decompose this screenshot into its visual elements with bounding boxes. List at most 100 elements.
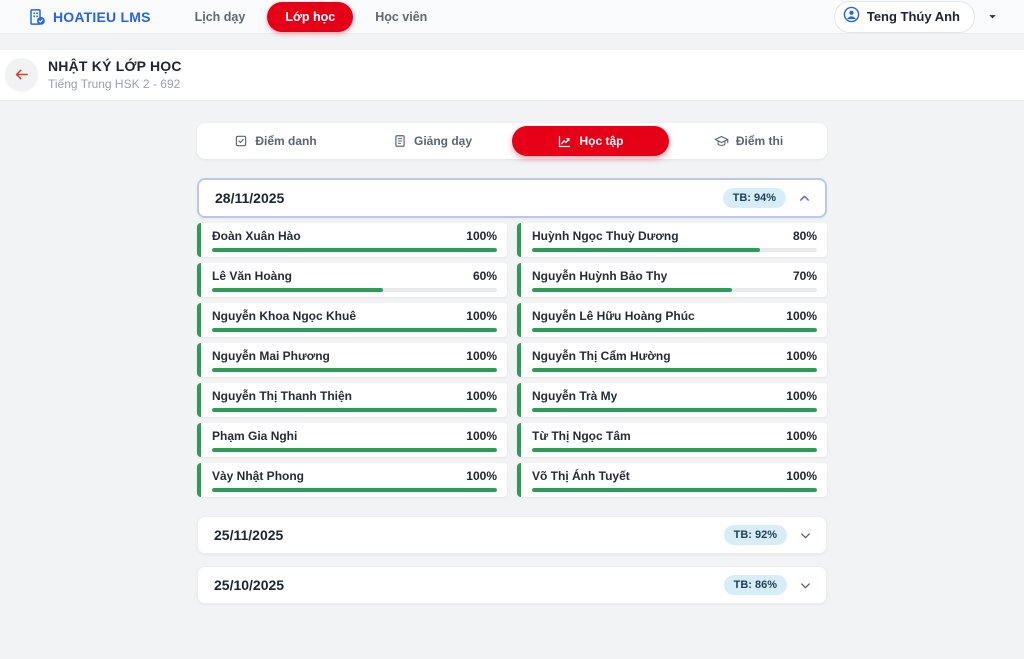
student-progress-card[interactable]: Nguyễn Thị Cẩm Hường 100% [517, 343, 827, 377]
student-name: Nguyễn Mai Phương [212, 349, 330, 363]
chevron-up-icon [797, 191, 812, 206]
student-name: Nguyễn Khoa Ngọc Khuê [212, 309, 357, 323]
tab-4[interactable]: Điểm thi [670, 123, 827, 159]
student-name: Từ Thị Ngọc Tâm [532, 429, 631, 443]
student-name: Nguyễn Lê Hữu Hoàng Phúc [532, 309, 695, 323]
building-icon [28, 8, 46, 26]
progress-bar [532, 448, 817, 452]
student-name: Huỳnh Ngọc Thuỳ Dương [532, 229, 679, 243]
progress-bar-fill [532, 328, 817, 332]
student-name: Vày Nhật Phong [212, 469, 305, 483]
student-percent: 100% [466, 389, 497, 403]
progress-bar [212, 368, 497, 372]
nav-item-2[interactable]: Lớp học [267, 1, 354, 32]
student-percent: 100% [786, 309, 817, 323]
progress-bar [532, 488, 817, 492]
graduation-cap-icon [714, 134, 729, 149]
tab-3[interactable]: Học tập [512, 126, 669, 156]
session-section: 25/11/2025 TB: 92% [197, 516, 827, 554]
student-percent: 100% [466, 469, 497, 483]
session-accordion-header[interactable]: 25/11/2025 TB: 92% [197, 516, 827, 554]
student-percent: 100% [786, 429, 817, 443]
student-progress-card[interactable]: Nguyễn Khoa Ngọc Khuê 100% [197, 303, 507, 337]
progress-bar [532, 368, 817, 372]
student-percent: 100% [786, 469, 817, 483]
back-button[interactable] [5, 58, 38, 91]
student-progress-card[interactable]: Nguyễn Thị Thanh Thiện 100% [197, 383, 507, 417]
student-percent: 100% [466, 229, 497, 243]
student-progress-card[interactable]: Từ Thị Ngọc Tâm 100% [517, 423, 827, 457]
user-dropdown-caret[interactable] [981, 7, 1004, 26]
top-navbar: HOATIEU LMS Lịch dạy Lớp học Học viên Teng… [0, 0, 1024, 34]
student-percent: 100% [786, 389, 817, 403]
session-date: 25/11/2025 [214, 527, 284, 543]
tab-label: Giảng dạy [413, 134, 472, 148]
progress-bar-fill [532, 448, 817, 452]
chevron-down-icon [798, 578, 813, 593]
student-progress-card[interactable]: Nguyễn Trà My 100% [517, 383, 827, 417]
progress-bar-fill [532, 368, 817, 372]
brand-logo[interactable]: HOATIEU LMS [28, 8, 151, 26]
progress-bar-fill [212, 368, 497, 372]
progress-bar [212, 488, 497, 492]
main-nav: Lịch dạy Lớp học Học viên [183, 1, 440, 32]
progress-bar [532, 408, 817, 412]
student-progress-card[interactable]: Nguyễn Mai Phương 100% [197, 343, 507, 377]
student-percent: 100% [466, 429, 497, 443]
nav-item-1[interactable]: Lịch dạy [183, 4, 258, 30]
checkbox-icon [234, 134, 248, 148]
student-progress-card[interactable]: Lê Văn Hoàng 60% [197, 263, 507, 297]
tab-1[interactable]: Điểm danh [197, 123, 354, 159]
session-section: 28/11/2025 TB: 94% Đoàn Xuân Hào 100% Hu… [197, 178, 827, 497]
student-progress-card[interactable]: Vày Nhật Phong 100% [197, 463, 507, 497]
chart-line-icon [557, 134, 572, 149]
student-name: Nguyễn Thị Thanh Thiện [212, 389, 352, 403]
student-name: Đoàn Xuân Hào [212, 229, 301, 243]
progress-bar-fill [212, 448, 497, 452]
brand-name: HOATIEU LMS [53, 8, 151, 25]
progress-bar-fill [532, 248, 760, 252]
student-percent: 100% [466, 349, 497, 363]
student-progress-card[interactable]: Đoàn Xuân Hào 100% [197, 223, 507, 257]
journal-icon [393, 134, 407, 148]
progress-bar-fill [532, 488, 817, 492]
progress-bar-fill [532, 288, 732, 292]
student-name: Phạm Gia Nghi [212, 429, 298, 443]
tab-bar: Điểm danh Giảng dạy Học tập Điểm thi [197, 123, 827, 159]
progress-bar [212, 288, 497, 292]
student-percent: 100% [786, 349, 817, 363]
session-date: 28/11/2025 [215, 190, 285, 206]
progress-bar [212, 448, 497, 452]
user-name: Teng Thúy Anh [866, 9, 960, 24]
average-score-badge: TB: 92% [723, 525, 787, 545]
session-accordion-header[interactable]: 25/10/2025 TB: 86% [197, 566, 827, 604]
student-name: Nguyễn Thị Cẩm Hường [532, 349, 671, 363]
user-menu-chip[interactable]: Teng Thúy Anh [833, 0, 975, 33]
student-name: Nguyễn Huỳnh Bảo Thy [532, 269, 668, 283]
tab-label: Học tập [579, 134, 624, 148]
session-accordion-header[interactable]: 28/11/2025 TB: 94% [197, 178, 827, 218]
page-title: NHẬT KÝ LỚP HỌC [48, 58, 182, 74]
progress-bar [532, 248, 817, 252]
page-subtitle: Tiếng Trung HSK 2 - 692 [48, 77, 181, 91]
tab-2[interactable]: Giảng dạy [354, 123, 511, 159]
student-progress-card[interactable]: Huỳnh Ngọc Thuỳ Dương 80% [517, 223, 827, 257]
student-name: Võ Thị Ánh Tuyết [532, 469, 630, 483]
progress-bar [212, 248, 497, 252]
user-avatar-icon [843, 6, 860, 28]
progress-bar-fill [532, 408, 817, 412]
progress-bar-fill [212, 408, 497, 412]
progress-bar-fill [212, 288, 383, 292]
student-percent: 80% [792, 229, 817, 243]
progress-bar [212, 328, 497, 332]
student-progress-card[interactable]: Nguyễn Lê Hữu Hoàng Phúc 100% [517, 303, 827, 337]
student-progress-card[interactable]: Phạm Gia Nghi 100% [197, 423, 507, 457]
page-header: NHẬT KÝ LỚP HỌC Tiếng Trung HSK 2 - 692 [0, 50, 1024, 101]
student-name: Lê Văn Hoàng [212, 269, 293, 283]
session-section: 25/10/2025 TB: 86% [197, 566, 827, 604]
student-progress-card[interactable]: Nguyễn Huỳnh Bảo Thy 70% [517, 263, 827, 297]
nav-item-3[interactable]: Học viên [363, 4, 439, 30]
student-percent: 60% [472, 269, 497, 283]
progress-bar [532, 288, 817, 292]
student-progress-card[interactable]: Võ Thị Ánh Tuyết 100% [517, 463, 827, 497]
